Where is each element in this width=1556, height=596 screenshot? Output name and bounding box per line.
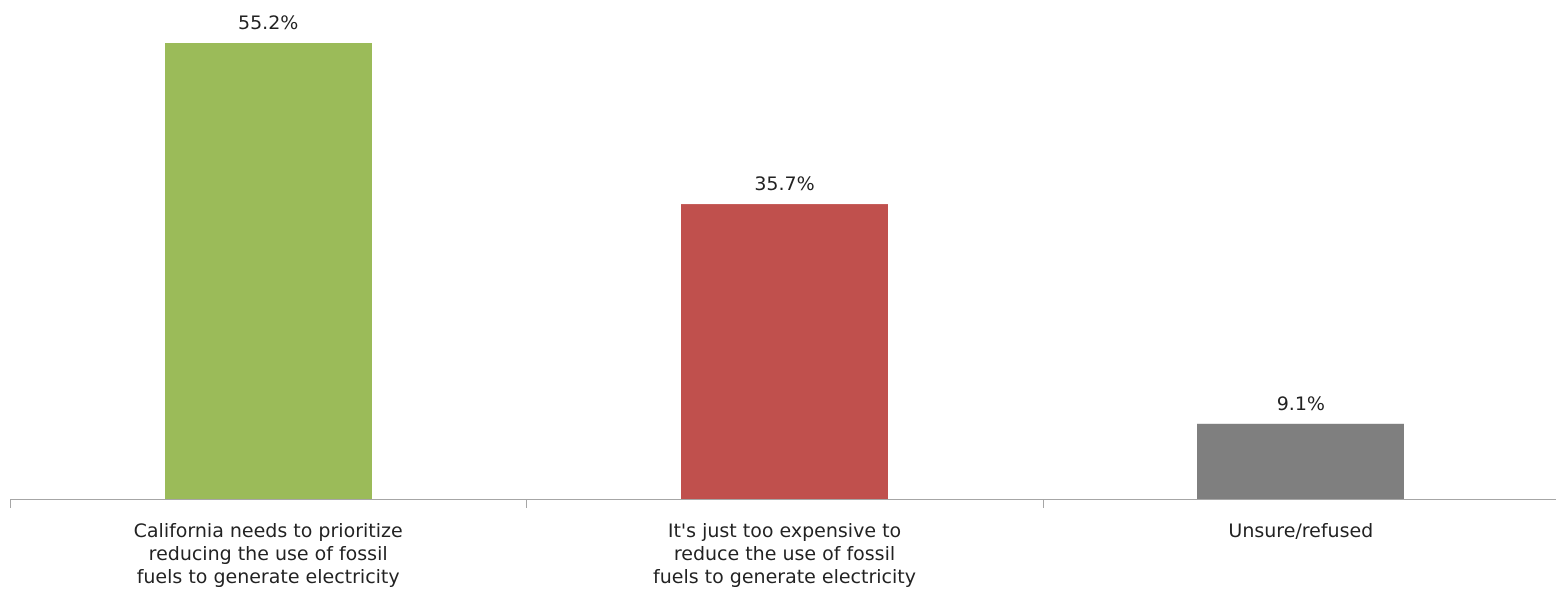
category-label-line: fuels to generate electricity (137, 566, 400, 588)
category-label-1: California needs to prioritize reducing t… (134, 520, 403, 588)
category-label-line: reduce the use of fossil (674, 543, 895, 565)
category-label-3: Unsure/refused (1228, 520, 1373, 542)
value-label-3: 9.1% (1277, 393, 1325, 415)
category-labels-layer: California needs to prioritize reducing t… (134, 520, 1374, 588)
category-label-2: It's just too expensive to reduce the use… (653, 520, 916, 588)
bars-layer (165, 43, 1404, 499)
category-label-line: reducing the use of fossil (149, 543, 388, 565)
category-label-line: fuels to generate electricity (653, 566, 916, 588)
bar-1 (165, 43, 372, 499)
value-labels-layer: 55.2% 35.7% 9.1% (238, 12, 1325, 415)
x-axis (10, 499, 1556, 508)
category-label-line: It's just too expensive to (668, 520, 901, 542)
category-label-line: California needs to prioritize (134, 520, 403, 542)
category-label-line: Unsure/refused (1228, 520, 1373, 542)
value-label-2: 35.7% (754, 173, 814, 195)
value-label-1: 55.2% (238, 12, 298, 34)
bar-2 (681, 204, 888, 499)
bar-3 (1197, 423, 1404, 499)
